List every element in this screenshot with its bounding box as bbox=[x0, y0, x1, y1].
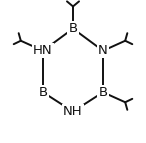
Text: B: B bbox=[98, 86, 108, 99]
Text: NH: NH bbox=[63, 105, 83, 118]
Text: B: B bbox=[38, 86, 48, 99]
Text: N: N bbox=[98, 44, 108, 57]
Text: HN: HN bbox=[33, 44, 53, 57]
Text: B: B bbox=[68, 22, 78, 35]
